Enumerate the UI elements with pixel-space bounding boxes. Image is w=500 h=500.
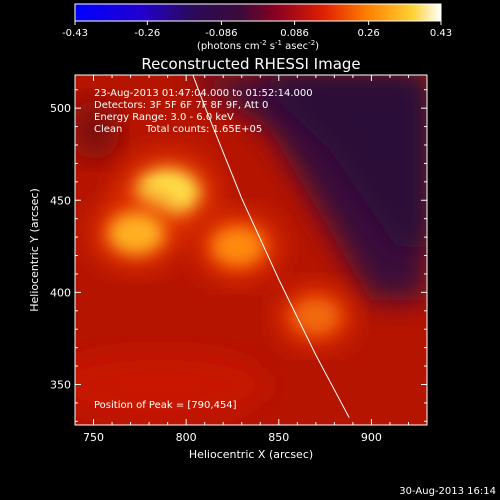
heatmap-image bbox=[75, 75, 427, 425]
x-tick-label: 900 bbox=[361, 431, 382, 444]
x-tick-label: 800 bbox=[176, 431, 197, 444]
colorbar-tick-label: 0.26 bbox=[358, 28, 380, 39]
annotation-detectors: Detectors: 3F 5F 6F 7F 8F 9F, Att 0 bbox=[94, 100, 268, 111]
heatmap-left-dark-patch bbox=[75, 100, 120, 160]
y-axis: 350 400 450 500 bbox=[50, 89, 427, 422]
source-core bbox=[291, 298, 340, 335]
x-axis: 750 800 850 900 bbox=[74, 75, 428, 444]
x-tick-label: 850 bbox=[268, 431, 289, 444]
source-core bbox=[108, 212, 165, 255]
annotation-block: 23-Aug-2013 01:47:04.000 to 01:52:14.000… bbox=[94, 88, 313, 135]
colorbar-tick-label: -0.26 bbox=[134, 28, 160, 39]
plot-frame bbox=[74, 74, 428, 426]
colorbar-gradient bbox=[74, 3, 442, 22]
annotation-time-range: 23-Aug-2013 01:47:04.000 to 01:52:14.000 bbox=[94, 88, 313, 99]
colorbar-tick-label: -0.086 bbox=[205, 28, 237, 39]
y-tick-label: 450 bbox=[50, 194, 71, 207]
solar-limb-curve bbox=[192, 75, 350, 418]
colorbar-tick-label: -0.43 bbox=[62, 28, 88, 39]
footer-timestamp: 30-Aug-2013 16:14 bbox=[399, 486, 496, 497]
y-axis-label: Heliocentric Y (arcsec) bbox=[28, 188, 41, 312]
y-tick-label: 400 bbox=[50, 286, 71, 299]
heatmap-sources bbox=[91, 151, 355, 348]
heatmap-bottom-red-band bbox=[75, 350, 270, 420]
heatmap-dim-region bbox=[250, 75, 427, 250]
annotation-method: Clean bbox=[94, 124, 122, 135]
colorbar-tick-label: 0.086 bbox=[280, 28, 309, 39]
x-axis-label: Heliocentric X (arcsec) bbox=[189, 448, 313, 461]
peak-position-label: Position of Peak = [790,454] bbox=[94, 400, 237, 411]
colorbar: -0.43 -0.26 -0.086 0.086 0.26 0.43 (photons c… bbox=[62, 3, 452, 52]
chart-title: Reconstructed RHESSI Image bbox=[141, 55, 360, 73]
y-tick-label: 350 bbox=[50, 378, 71, 391]
colorbar-units: (photons cm-2 s-1 asec-2) bbox=[197, 39, 319, 52]
annotation-energy-range: Energy Range: 3.0 - 6.0 keV bbox=[94, 112, 234, 123]
annotation-total-counts: Total counts: 1.65E+05 bbox=[145, 124, 262, 135]
x-tick-label: 750 bbox=[83, 431, 104, 444]
source-core bbox=[211, 226, 265, 267]
y-tick-label: 500 bbox=[50, 102, 71, 115]
colorbar-ticks: -0.43 -0.26 -0.086 0.086 0.26 0.43 bbox=[62, 21, 452, 39]
colorbar-tick-label: 0.43 bbox=[430, 28, 452, 39]
